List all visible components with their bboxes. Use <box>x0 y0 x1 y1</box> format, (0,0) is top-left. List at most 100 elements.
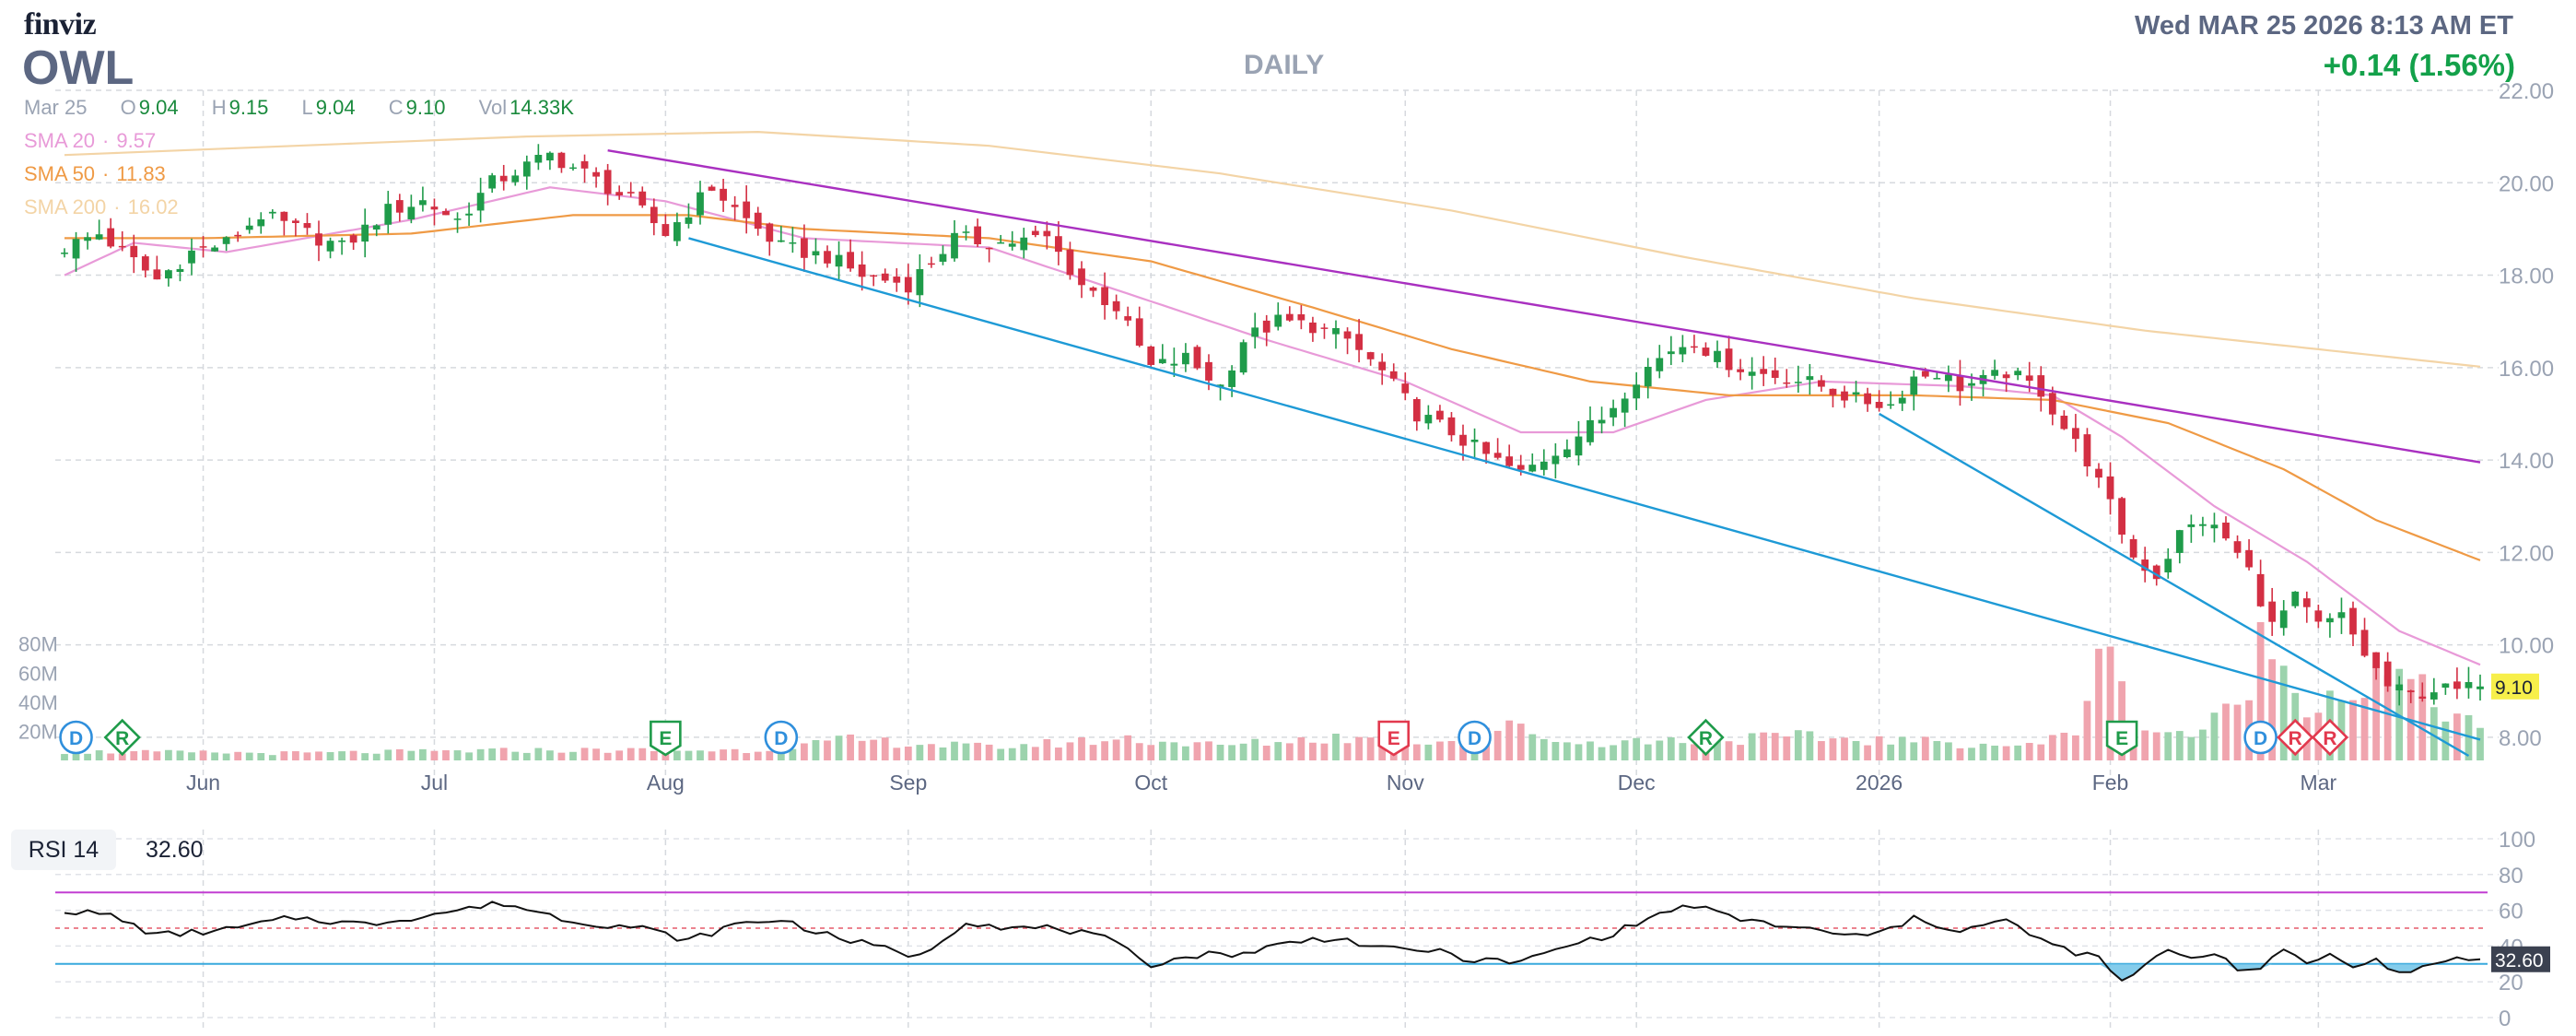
candle-body <box>1633 384 1641 399</box>
event-marker-label: R <box>115 728 129 749</box>
candle-body <box>222 237 230 244</box>
candle-body <box>708 186 716 191</box>
volume-bar <box>1991 745 1998 760</box>
volume-bar <box>107 753 115 760</box>
candle-body <box>2118 498 2125 536</box>
volume-bar <box>234 751 242 760</box>
sma50-legend[interactable]: SMA 50 · 11.83 <box>24 162 166 185</box>
volume-bar <box>1320 743 1329 760</box>
candle-body <box>997 241 1005 244</box>
candle-body <box>303 223 311 229</box>
volume-bar <box>1771 733 1779 760</box>
volume-bar <box>130 751 138 760</box>
candle-body <box>1794 382 1802 383</box>
sma200-label: SMA 200 <box>24 195 107 218</box>
volume-bar <box>1806 731 1814 760</box>
candle-body <box>697 192 704 216</box>
candle-body <box>176 268 184 272</box>
volume-bar <box>430 750 439 760</box>
candle-body <box>1598 419 1606 424</box>
volume-bar <box>870 739 878 760</box>
volume-bar <box>2083 700 2091 760</box>
sma20-legend[interactable]: SMA 20 · 9.57 <box>24 129 157 152</box>
candle-body <box>2187 524 2195 527</box>
candle-body <box>2465 682 2473 689</box>
volume-bar <box>1748 733 1756 760</box>
candle-body <box>1147 346 1155 365</box>
volume-bar <box>268 755 276 760</box>
candle-body <box>1621 398 1629 413</box>
candle-body <box>743 201 751 218</box>
volume-bar <box>326 752 334 760</box>
candle-body <box>315 233 322 246</box>
candle-body <box>1239 342 1247 373</box>
candle-body <box>928 263 935 265</box>
candle-body <box>1470 439 1479 442</box>
volume-bar <box>257 753 265 760</box>
candle-body <box>476 193 485 211</box>
volume-value: 14.33K <box>509 96 574 119</box>
revision-icon <box>2277 718 2314 757</box>
volume-bar <box>1921 736 1929 760</box>
volume-bar <box>2418 674 2427 760</box>
volume-bar <box>2441 721 2450 760</box>
volume-bar <box>1205 741 1212 760</box>
rsi-line <box>64 901 2481 982</box>
volume-bar <box>384 749 392 760</box>
timeframe-label[interactable]: DAILY <box>1244 50 1325 80</box>
volume-bar <box>708 751 716 760</box>
volume-bar <box>615 750 624 760</box>
rsi-tick-label: 100 <box>2499 828 2535 853</box>
price-tick-label: 12.00 <box>2499 541 2554 566</box>
volume-bar <box>626 748 635 760</box>
candle-body <box>1760 369 1768 374</box>
volume-bar <box>1182 746 1189 760</box>
candle-body <box>338 240 345 242</box>
revision-icon <box>1687 718 1725 757</box>
candle-body <box>1493 453 1502 458</box>
volume-bar <box>1355 736 1363 760</box>
candle-body <box>1563 449 1571 457</box>
candle-body <box>812 251 820 256</box>
volume-bar <box>303 752 311 760</box>
volume-bar <box>893 748 901 760</box>
candle-body <box>1366 352 1375 359</box>
volume-bar <box>292 751 299 760</box>
candle-body <box>1748 371 1756 376</box>
candle-body <box>1066 249 1074 276</box>
low-value: 9.04 <box>315 96 356 119</box>
candle-body <box>904 277 912 293</box>
volume-bar <box>1366 737 1375 760</box>
volume-bar <box>997 748 1005 760</box>
volume-bar <box>650 750 658 760</box>
candle-body <box>1829 388 1837 395</box>
candle-body <box>1274 314 1282 327</box>
volume-bar <box>1598 747 1606 760</box>
volume-bar <box>1239 743 1247 760</box>
candle-body <box>2383 661 2392 687</box>
candle-body <box>2279 610 2288 629</box>
sma-line-sma20 <box>64 186 2481 666</box>
volume-bar <box>812 739 820 760</box>
candle-body <box>2072 428 2079 440</box>
volume-bar <box>1910 742 1918 760</box>
rsi-oversold-fill <box>64 963 2480 981</box>
rsi-tick-label: 0 <box>2499 1007 2511 1031</box>
candle-body <box>211 247 218 252</box>
rsi-label-button[interactable]: RSI 14 <box>11 830 116 870</box>
rsi-last-label: 32.60 <box>2495 950 2544 971</box>
candle-body <box>61 253 68 254</box>
volume-bar <box>1714 737 1721 760</box>
volume-bar <box>1644 744 1652 760</box>
candle-body <box>1667 351 1675 355</box>
candle-body <box>1228 370 1235 387</box>
candle-body <box>546 152 554 161</box>
sma200-legend[interactable]: SMA 200 · 16.02 <box>24 195 179 218</box>
candle-body <box>153 269 161 280</box>
volume-bar <box>1794 730 1802 760</box>
candle-body <box>1945 374 1952 382</box>
candle-body <box>870 275 878 277</box>
time-tick-label: Nov <box>1387 771 1424 795</box>
finviz-logo[interactable]: finviz <box>24 7 97 41</box>
